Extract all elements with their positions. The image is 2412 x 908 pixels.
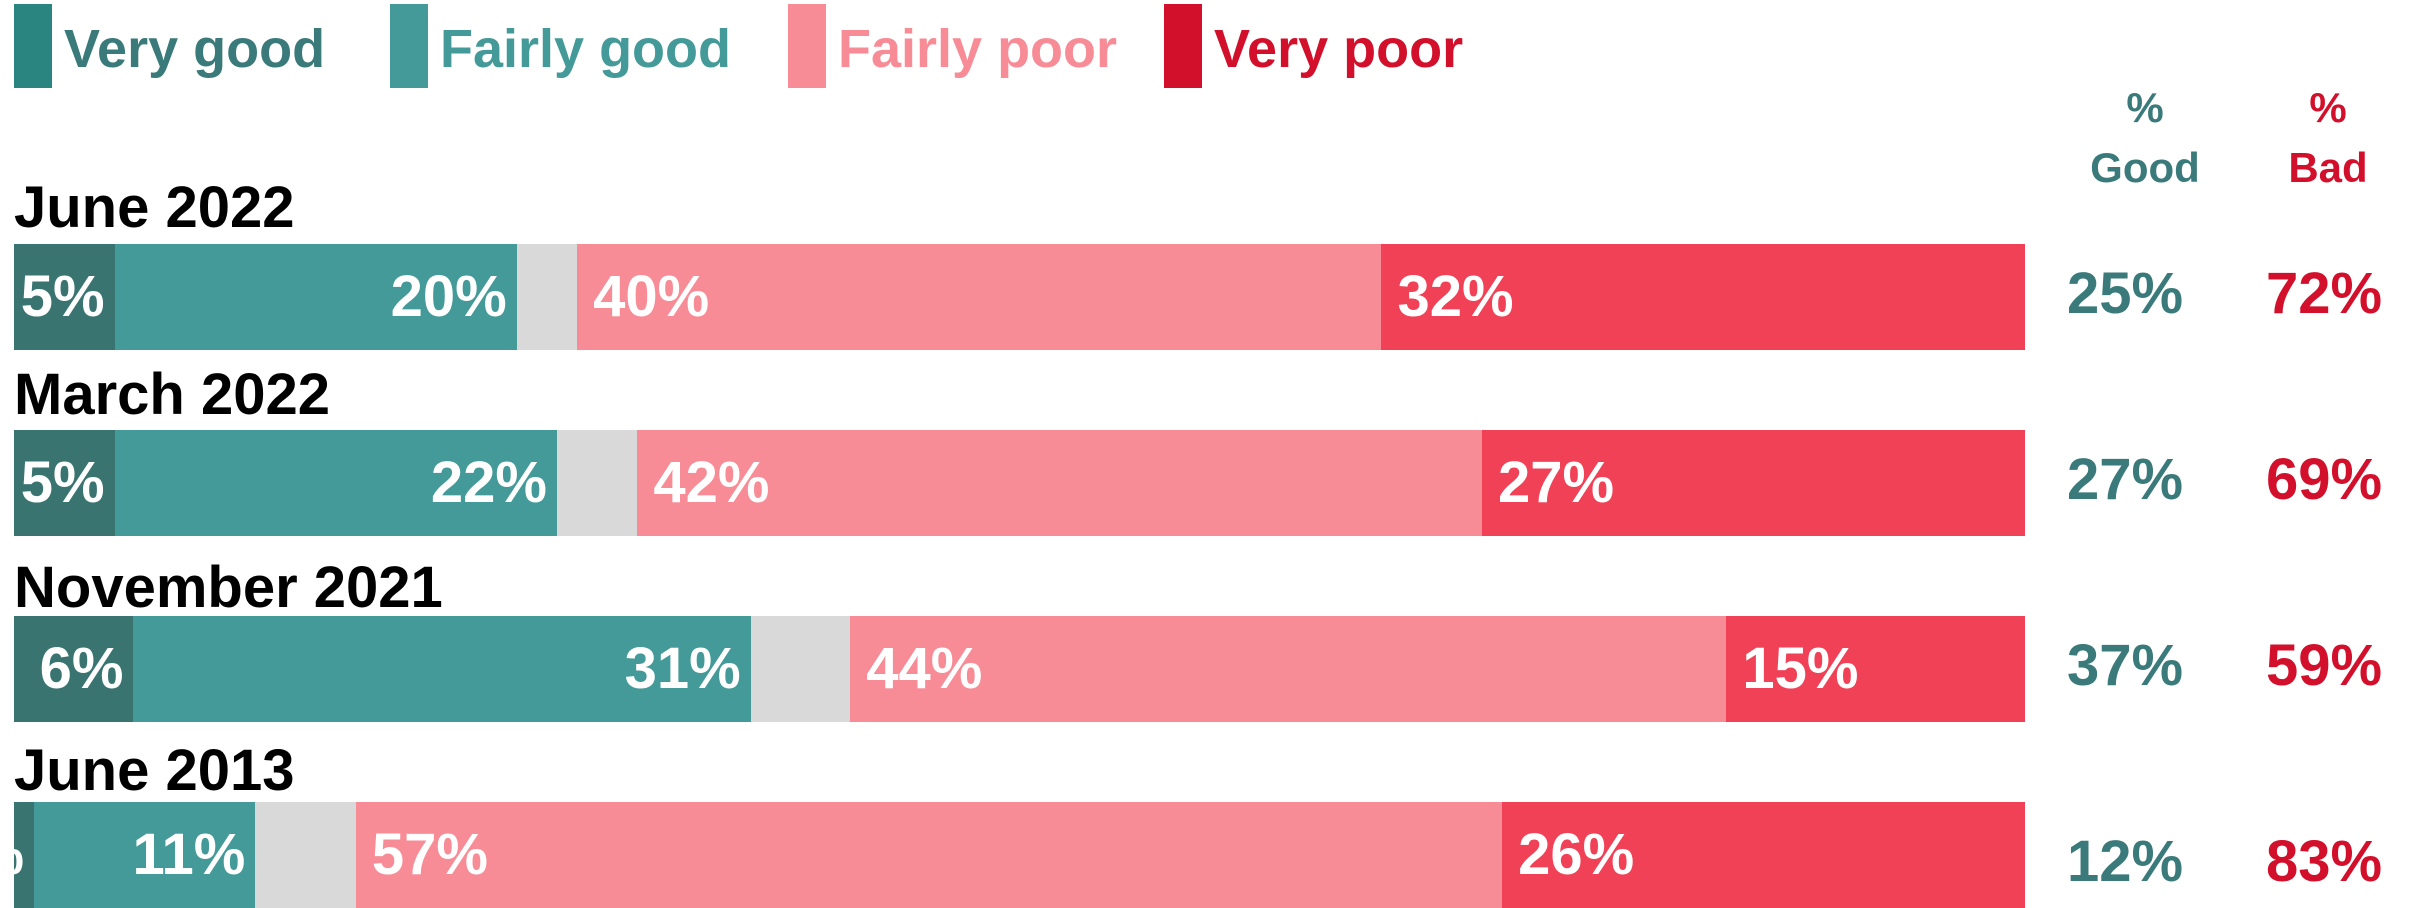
- bar-june-2022: 5% 20% 40% 32%: [14, 244, 2025, 350]
- bad-total-june-2022: 72%: [2265, 261, 2383, 326]
- data-label-fairly-poor-november-2021: 44%: [866, 636, 983, 701]
- good-header-line2: Good: [2090, 144, 2200, 191]
- bar-segment-fairly-good-november-2021: [133, 616, 751, 722]
- bar-march-2022: 5% 22% 42% 27%: [14, 430, 2025, 536]
- data-label-very-poor-june-2013: 26%: [1518, 822, 1635, 887]
- data-label-very-poor-march-2022: 27%: [1498, 450, 1615, 515]
- bad-total-june-2013: 83%: [2265, 829, 2383, 894]
- bar-june-2013: 1% 11% 57% 26%: [0, 802, 2025, 908]
- bar-segment-very-poor-november-2021: [1726, 616, 2025, 722]
- data-label-fairly-good-june-2022: 20%: [390, 264, 507, 329]
- bar-segment-very-good-november-2021: [14, 616, 134, 722]
- legend-label-very-poor: Very poor: [1214, 19, 1464, 79]
- legend-swatch-fairly-good: [390, 4, 428, 88]
- good-total-june-2022: 25%: [2066, 261, 2184, 326]
- bad-column-header: % Bad: [2228, 78, 2412, 198]
- row-label-november-2021: November 2021: [14, 555, 443, 620]
- data-label-fairly-poor-june-2013: 57%: [371, 822, 488, 887]
- bar-segment-fairly-poor-march-2022: [637, 430, 1483, 536]
- bad-total-march-2022: 69%: [2265, 447, 2383, 512]
- data-label-fairly-poor-june-2022: 40%: [593, 264, 710, 329]
- bar-segment-fairly-good-march-2022: [114, 430, 557, 536]
- data-label-fairly-good-june-2013: 11%: [132, 822, 246, 887]
- bar-segment-fairly-poor-june-2022: [577, 244, 1382, 350]
- bar-segment-neutral-june-2022: [516, 244, 578, 350]
- row-label-june-2013: June 2013: [14, 738, 295, 803]
- legend-swatch-very-poor: [1164, 4, 1202, 88]
- bad-header-line1: %: [2309, 84, 2347, 131]
- bad-header-line2: Bad: [2288, 144, 2368, 191]
- bar-segment-neutral-november-2021: [750, 616, 851, 722]
- legend-swatch-very-good: [14, 4, 52, 88]
- good-total-june-2013: 12%: [2066, 829, 2184, 894]
- bar-segment-very-poor-june-2013: [1502, 802, 2025, 908]
- bar-segment-fairly-good-june-2022: [114, 244, 517, 350]
- bar-segment-neutral-march-2022: [556, 430, 638, 536]
- data-label-fairly-poor-march-2022: 42%: [653, 450, 770, 515]
- good-column-header: % Good: [2045, 78, 2245, 198]
- bar-segment-fairly-good-june-2013: [34, 802, 256, 908]
- bar-segment-very-good-june-2013: [14, 802, 35, 908]
- bad-total-november-2021: 59%: [2265, 633, 2383, 698]
- data-label-very-good-march-2022: 5%: [20, 450, 105, 515]
- bar-segment-very-good-march-2022: [14, 430, 115, 536]
- bar-segment-fairly-poor-november-2021: [850, 616, 1727, 722]
- bar-segment-neutral-june-2013: [255, 802, 356, 908]
- good-total-march-2022: 27%: [2066, 447, 2184, 512]
- legend-label-fairly-poor: Fairly poor: [838, 19, 1118, 79]
- bar-segment-very-poor-march-2022: [1482, 430, 2025, 536]
- data-label-very-poor-june-2022: 32%: [1397, 264, 1514, 329]
- bar-segment-very-poor-june-2022: [1381, 244, 2025, 350]
- row-label-march-2022: March 2022: [14, 362, 330, 427]
- data-label-very-good-june-2022: 5%: [20, 264, 105, 329]
- data-label-very-good-june-2013: 1%: [0, 802, 24, 908]
- bar-segment-fairly-poor-june-2013: [355, 802, 1503, 908]
- data-label-very-poor-november-2021: 15%: [1742, 636, 1859, 701]
- legend-label-very-good: Very good: [64, 19, 326, 79]
- data-label-fairly-good-november-2021: 31%: [624, 636, 741, 701]
- data-label-fairly-good-march-2022: 22%: [430, 450, 547, 515]
- legend-label-fairly-good: Fairly good: [440, 19, 732, 79]
- bar-segment-very-good-june-2022: [14, 244, 115, 350]
- good-header-line1: %: [2126, 84, 2164, 131]
- row-label-june-2022: June 2022: [14, 175, 295, 240]
- data-label-very-good-november-2021: 6%: [39, 636, 124, 701]
- legend-swatch-fairly-poor: [788, 4, 826, 88]
- bar-november-2021: 6% 31% 44% 15%: [14, 616, 2025, 722]
- good-total-november-2021: 37%: [2066, 633, 2184, 698]
